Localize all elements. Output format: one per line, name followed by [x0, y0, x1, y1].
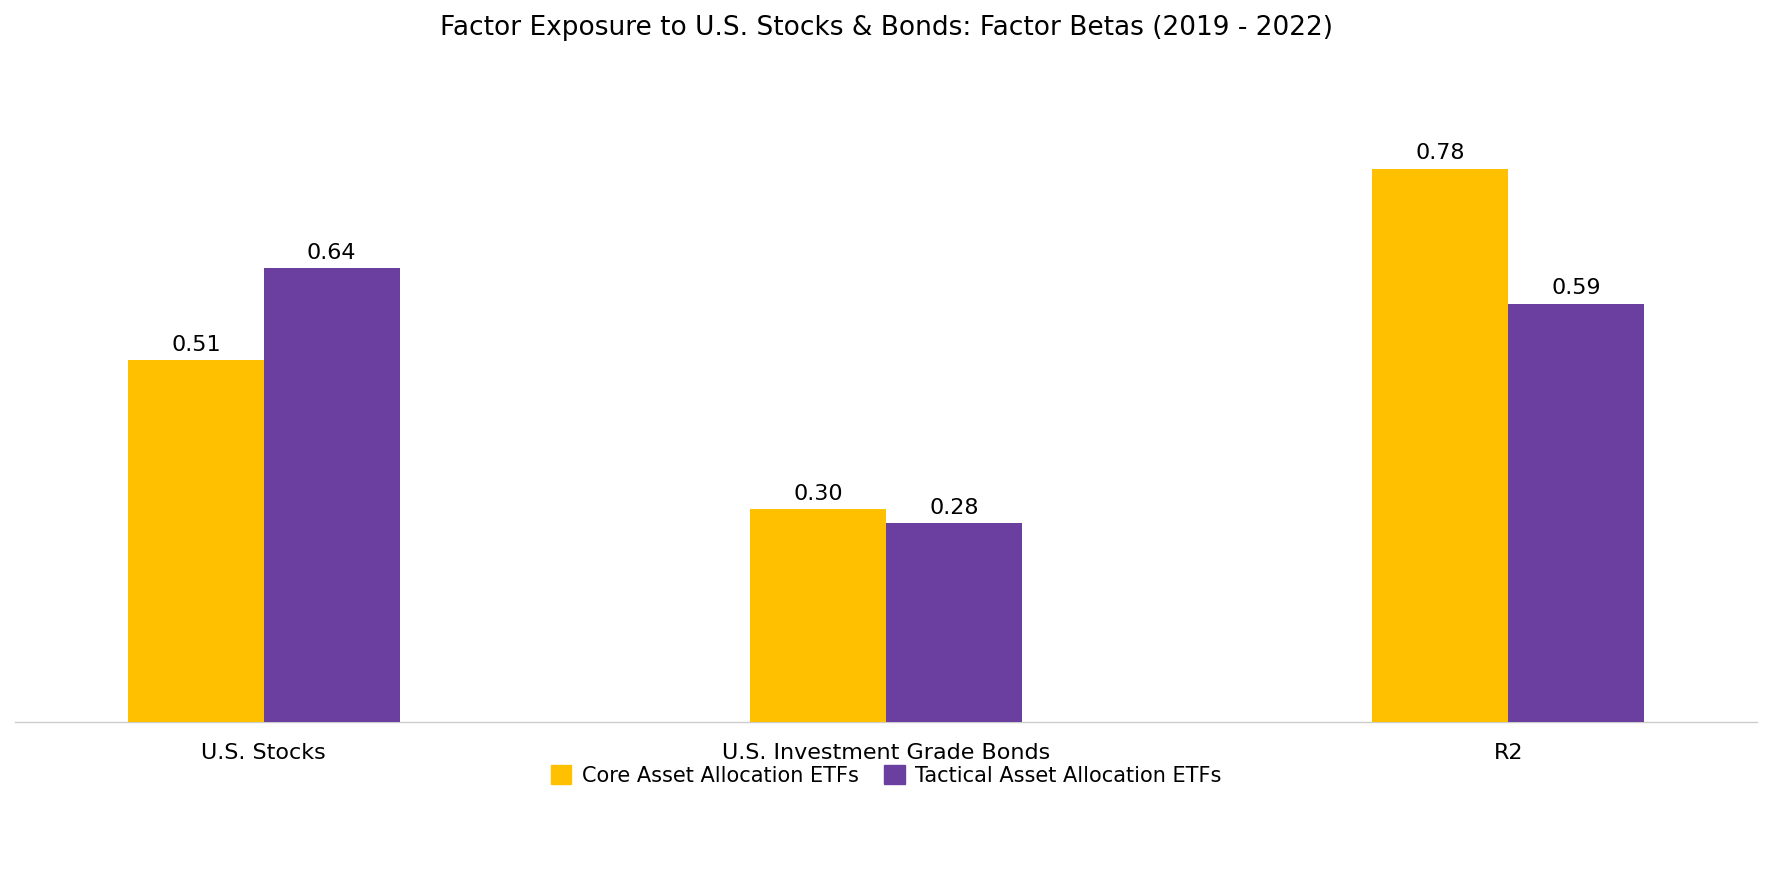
Bar [1508, 304, 1644, 722]
Text: 0.28: 0.28 [929, 498, 978, 517]
Bar [1372, 169, 1508, 722]
Title: Factor Exposure to U.S. Stocks & Bonds: Factor Betas (2019 - 2022): Factor Exposure to U.S. Stocks & Bonds: … [439, 15, 1333, 41]
Bar [750, 509, 886, 722]
Text: 0.59: 0.59 [1550, 278, 1600, 298]
Text: 0.51: 0.51 [172, 335, 222, 354]
Legend: Core Asset Allocation ETFs, Tactical Asset Allocation ETFs: Core Asset Allocation ETFs, Tactical Ass… [540, 755, 1232, 797]
Text: 0.78: 0.78 [1416, 144, 1465, 163]
Bar [886, 524, 1022, 722]
Bar [264, 268, 400, 722]
Text: 0.64: 0.64 [307, 243, 356, 262]
Bar [128, 361, 264, 722]
Text: 0.30: 0.30 [794, 484, 843, 503]
